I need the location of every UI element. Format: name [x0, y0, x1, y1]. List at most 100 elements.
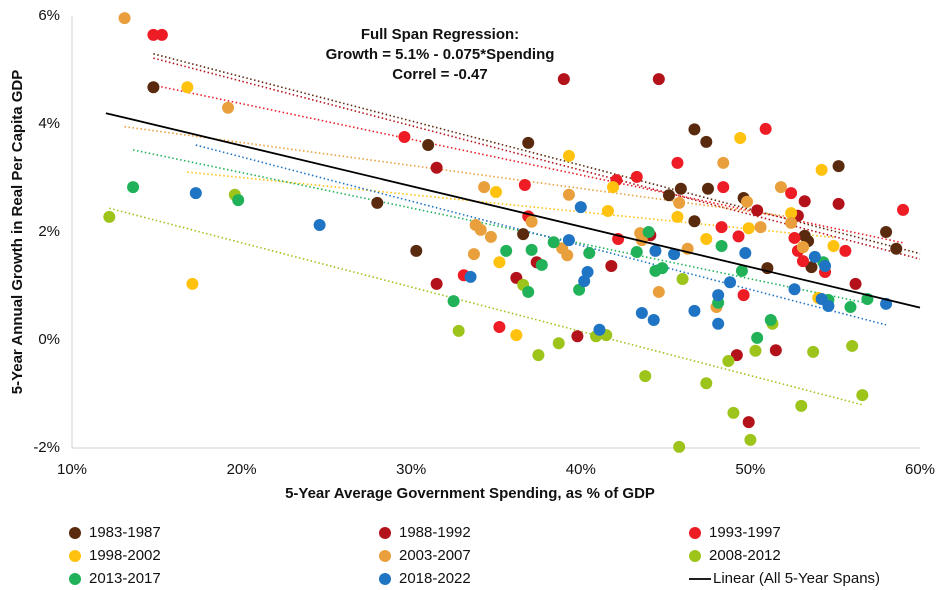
point	[510, 329, 523, 342]
point	[547, 236, 560, 249]
point	[630, 170, 643, 183]
trend-line	[109, 207, 863, 406]
point	[751, 204, 764, 217]
point	[671, 210, 684, 223]
y-axis-title: 5-Year Annual Growth in Real Per Capita …	[9, 70, 26, 395]
legend-label: Linear (All 5-Year Spans)	[713, 570, 880, 587]
point	[742, 222, 755, 235]
point	[430, 161, 443, 174]
point	[788, 231, 801, 244]
point	[759, 122, 772, 135]
legend-label: 2008-2012	[709, 547, 781, 564]
point	[127, 181, 140, 194]
point	[671, 156, 684, 169]
point	[717, 156, 730, 169]
point	[785, 207, 798, 220]
point	[147, 81, 160, 94]
legend-label: 1993-1997	[709, 524, 781, 541]
point	[700, 135, 713, 148]
point	[557, 73, 570, 86]
point	[222, 101, 235, 114]
point	[189, 187, 202, 200]
point	[754, 221, 767, 234]
point	[410, 244, 423, 257]
point	[668, 248, 681, 261]
point	[593, 323, 606, 336]
point	[103, 210, 116, 223]
point	[805, 261, 818, 274]
point	[232, 194, 245, 207]
point	[605, 260, 618, 273]
point	[880, 226, 893, 238]
point	[673, 440, 686, 453]
point	[371, 196, 384, 209]
trend-line	[132, 149, 868, 305]
point	[712, 317, 725, 330]
point	[722, 355, 735, 368]
point	[430, 277, 443, 290]
regression-line	[105, 112, 921, 309]
point	[535, 258, 548, 271]
point	[562, 188, 575, 201]
point	[398, 130, 411, 143]
point	[815, 163, 828, 176]
point	[839, 244, 852, 257]
point	[630, 245, 643, 258]
point	[785, 216, 798, 229]
point	[796, 255, 809, 268]
legend-label: 2003-2007	[399, 547, 471, 564]
annotation: Growth = 5.1% - 0.075*Spending	[326, 46, 555, 63]
legend-marker	[69, 573, 81, 585]
point	[735, 264, 748, 277]
point	[744, 433, 757, 446]
y-tick-label: 2%	[38, 223, 60, 240]
point	[724, 276, 737, 289]
point	[734, 132, 747, 145]
point	[795, 399, 808, 412]
point	[642, 226, 655, 238]
point	[712, 289, 725, 302]
point	[552, 337, 565, 350]
point	[656, 262, 669, 275]
point	[478, 181, 491, 194]
point	[639, 370, 652, 383]
point	[856, 389, 869, 402]
point	[649, 244, 662, 257]
point	[764, 314, 777, 327]
point	[897, 203, 910, 216]
point	[532, 349, 545, 362]
annotation: Correl = -0.47	[392, 66, 487, 83]
point	[717, 181, 730, 194]
legend-marker	[689, 527, 701, 539]
point	[635, 307, 648, 319]
legend-marker	[379, 550, 391, 562]
point	[732, 230, 745, 243]
point	[742, 416, 755, 429]
point	[849, 277, 862, 290]
point	[727, 406, 740, 419]
point	[490, 186, 502, 199]
trend-line	[195, 144, 887, 326]
point	[798, 195, 811, 208]
x-axis-title: 5-Year Average Government Spending, as %…	[285, 485, 655, 502]
point	[571, 330, 584, 343]
x-tick-label: 50%	[735, 461, 765, 478]
point	[574, 201, 587, 214]
point	[561, 249, 574, 262]
point	[464, 270, 477, 283]
point	[739, 247, 752, 260]
point	[522, 285, 535, 298]
point	[522, 136, 535, 149]
point	[583, 247, 596, 260]
point	[647, 314, 660, 327]
point	[808, 250, 821, 263]
point	[147, 28, 160, 41]
legend-marker	[69, 527, 81, 539]
point	[118, 12, 131, 25]
point	[525, 243, 538, 256]
annotation: Full Span Regression:	[361, 26, 519, 43]
point	[500, 244, 513, 257]
legend-label: 2013-2017	[89, 570, 161, 587]
point	[730, 349, 743, 362]
